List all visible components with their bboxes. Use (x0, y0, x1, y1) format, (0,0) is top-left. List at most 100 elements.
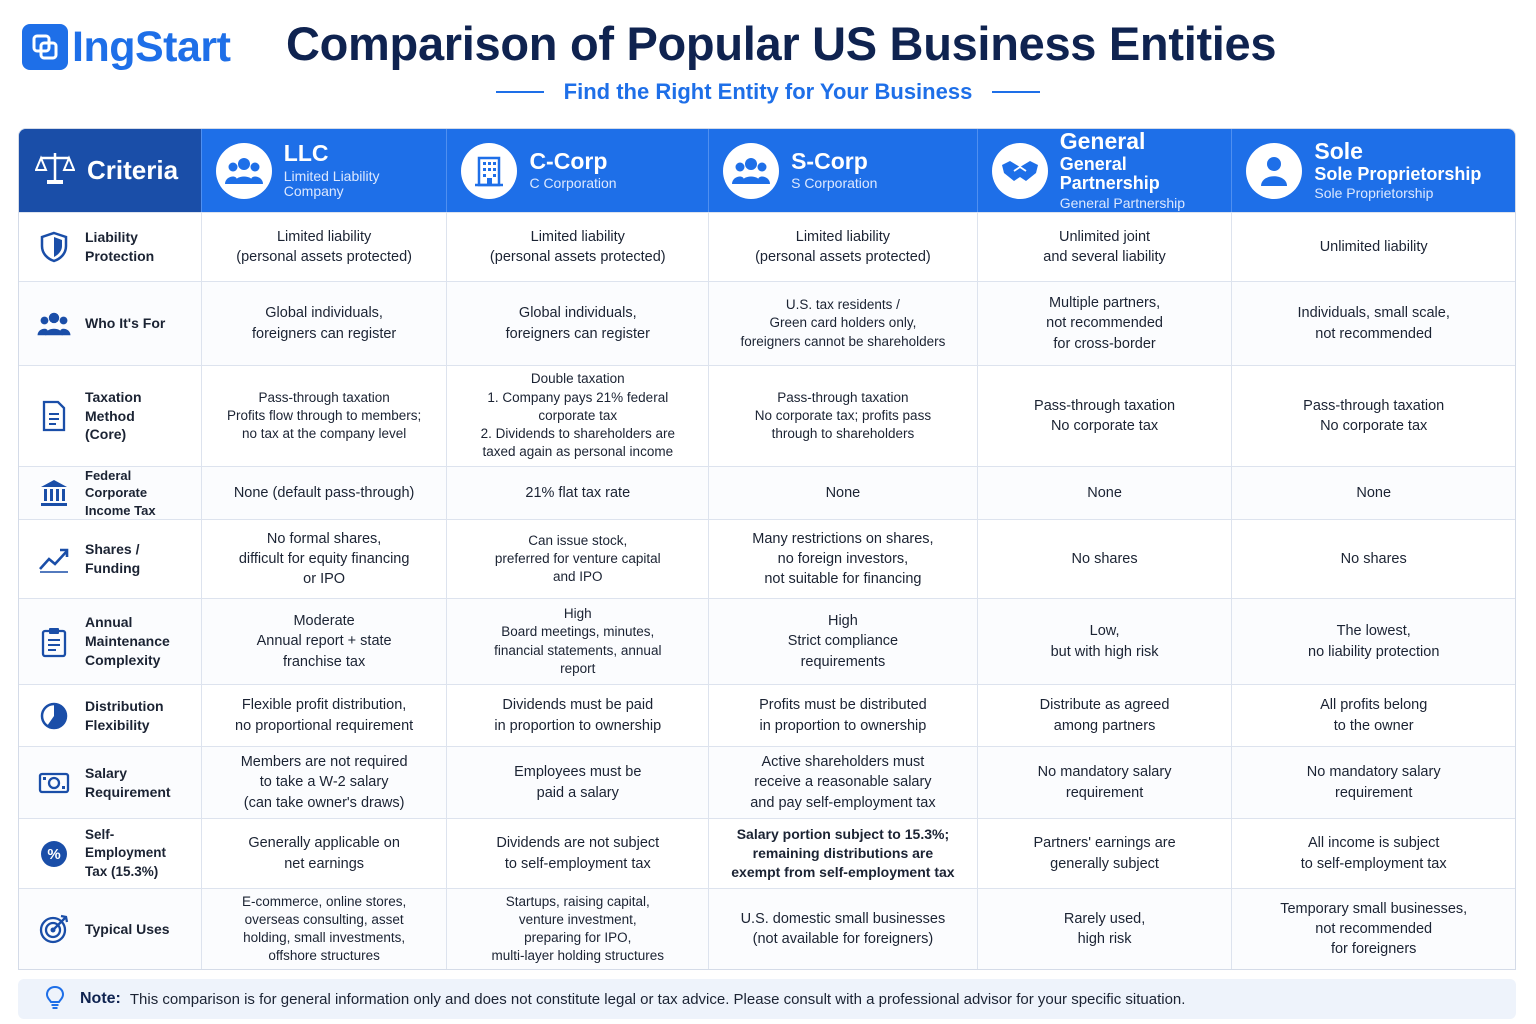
criterion-label: Salary Requirement (85, 764, 171, 800)
value-cell-s-corp: Profits must be distributed in proportio… (709, 685, 978, 746)
value-cell-c-corp: Employees must be paid a salary (447, 747, 710, 818)
comparison-table: Criteria LLC Limited Liability Company C… (18, 128, 1516, 970)
value-cell-c-corp: Startups, raising capital, venture inves… (447, 889, 710, 969)
table-row: Liability Protection Limited liability (… (19, 212, 1515, 281)
value-cell-c-corp: Dividends are not subject to self-employ… (447, 819, 710, 888)
value-cell-sole-proprietorship: None (1356, 484, 1392, 501)
brand-logo: IngStart (22, 22, 231, 72)
value-cell-s-corp: None (709, 467, 978, 519)
value-cell-llc: None (default pass-through) (202, 467, 448, 519)
value-cell-sole-proprietorship: No shares (1340, 550, 1407, 567)
value-cell-sole-proprietorship: All profits belong to the owner (1320, 697, 1428, 734)
entity-header-s-corp: S-Corp S Corporation (709, 129, 978, 212)
page-subtitle: Find the Right Entity for Your Business (563, 79, 973, 104)
criteria-header: Criteria (19, 129, 202, 212)
value-cell-sole-proprietorship: Pass-through taxation No corporate tax (1303, 397, 1445, 434)
handshake-icon (991, 142, 1048, 199)
entity-subtitle: S Corporation (791, 175, 878, 192)
value-cell-s-corp: Pass-through taxation No corporate tax; … (709, 366, 978, 466)
entity-name-secondary: Sole Proprietorship (1314, 163, 1482, 184)
value-cell-c-corp: Global individuals, foreigners can regis… (447, 282, 710, 365)
entity-header-c-corp: C-Corp C Corporation (447, 129, 710, 212)
logo-icon (22, 24, 68, 70)
criterion-cell: Shares / Funding (19, 520, 202, 598)
entity-header-llc: LLC Limited Liability Company (202, 129, 448, 212)
value-cell-llc: Generally applicable on net earnings (202, 819, 448, 888)
value-cell-general-partnership: Multiple partners, not recommended for c… (978, 282, 1233, 365)
table-row: Annual Maintenance Complexity Moderate A… (19, 598, 1515, 684)
value-cell-c-corp: 21% flat tax rate (447, 467, 710, 519)
note-text: This comparison is for general informati… (129, 990, 1186, 1008)
clipboard-icon (37, 625, 71, 659)
criterion-label: Federal Corporate Income Tax (85, 467, 156, 518)
value-cell-s-corp: Limited liability (personal assets prote… (709, 213, 978, 281)
trend-up-icon (37, 542, 71, 576)
entity-subtitle: General Partnership (1059, 195, 1186, 212)
target-icon (37, 912, 71, 946)
table-row: % Self-Employment Tax (15.3%) Generally … (19, 818, 1515, 888)
shield-icon (37, 230, 71, 264)
note-label: Note: (80, 990, 121, 1007)
value-cell-c-corp: Dividends must be paid in proportion to … (447, 685, 710, 746)
criterion-label: Liability Protection (85, 229, 155, 264)
value-cell-sole-proprietorship: Temporary small businesses, not recommen… (1280, 900, 1468, 958)
value-cell-general-partnership: Rarely used, high risk (978, 889, 1233, 969)
brand-name: IngStart (72, 22, 231, 71)
people-icon (37, 307, 71, 341)
value-cell-s-corp: Many restrictions on shares, no foreign … (709, 520, 978, 598)
value-cell-s-corp: Active shareholders must receive a reaso… (709, 747, 978, 818)
table-row: Who It's For Global individuals, foreign… (19, 281, 1515, 365)
entity-name: LLC (283, 140, 329, 167)
criterion-cell: Typical Uses (19, 889, 202, 969)
value-cell-sole-proprietorship: All income is subject to self-employment… (1300, 835, 1447, 872)
entity-subtitle: Limited Liability Company (283, 167, 380, 200)
disclaimer-note: Note: This comparison is for general inf… (18, 979, 1516, 1019)
person-icon (1246, 142, 1303, 199)
table-row: Salary Requirement Members are not requi… (19, 746, 1515, 818)
table-row: Federal Corporate Income Tax None (defau… (19, 466, 1515, 519)
value-cell-llc: Flexible profit distribution, no proport… (202, 685, 448, 746)
value-cell-s-corp: Salary portion subject to 15.3%; remaini… (709, 819, 978, 888)
criterion-label: Who It's For (85, 315, 166, 332)
value-cell-general-partnership: Partners' earnings are generally subject (978, 819, 1233, 888)
criterion-cell: Federal Corporate Income Tax (19, 467, 202, 519)
criterion-label: Self-Employment Tax (15.3%) (85, 827, 167, 879)
scales-icon (34, 150, 76, 191)
table-header: Criteria LLC Limited Liability Company C… (19, 129, 1515, 212)
table-row: Shares / Funding No formal shares, diffi… (19, 519, 1515, 598)
value-cell-s-corp: U.S. domestic small businesses (not avai… (709, 889, 978, 969)
value-cell-llc: No formal shares, difficult for equity f… (202, 520, 448, 598)
criterion-cell: Annual Maintenance Complexity (19, 599, 202, 684)
value-cell-llc: Members are not required to take a W-2 s… (202, 747, 448, 818)
pie-icon (37, 699, 71, 733)
percent-icon: % (37, 837, 71, 871)
criterion-cell: Liability Protection (19, 213, 202, 281)
value-cell-general-partnership: Low, but with high risk (978, 599, 1233, 684)
criterion-cell: % Self-Employment Tax (15.3%) (19, 819, 202, 888)
value-cell-llc: Moderate Annual report + state franchise… (202, 599, 448, 684)
entity-header-general-partnership: General General Partnership General Part… (978, 129, 1233, 212)
svg-text:%: % (47, 846, 60, 863)
lightbulb-icon (44, 984, 66, 1014)
value-cell-sole-proprietorship: Unlimited liability (1319, 238, 1428, 255)
value-cell-llc: Pass-through taxation Profits flow throu… (202, 366, 448, 466)
criterion-cell: Salary Requirement (19, 747, 202, 818)
entity-subtitle: Sole Proprietorship (1314, 185, 1434, 202)
value-cell-s-corp: High Strict compliance requirements (709, 599, 978, 684)
value-cell-c-corp: Double taxation 1. Company pays 21% fede… (447, 366, 710, 466)
entity-name: Sole (1314, 138, 1363, 165)
table-row: Typical Uses E-commerce, online stores, … (19, 888, 1515, 969)
value-cell-llc: Limited liability (personal assets prote… (202, 213, 448, 281)
entity-name-secondary: General Partnership (1059, 153, 1160, 194)
value-cell-c-corp: Can issue stock, preferred for venture c… (447, 520, 710, 598)
building-icon (461, 142, 518, 199)
value-cell-llc: Global individuals, foreigners can regis… (202, 282, 448, 365)
cash-icon (37, 766, 71, 800)
entity-name: S-Corp (791, 148, 868, 175)
value-cell-sole-proprietorship: Individuals, small scale, not recommende… (1297, 305, 1450, 342)
subtitle-divider-right (992, 91, 1041, 93)
value-cell-general-partnership: None (978, 467, 1233, 519)
criterion-label: Shares / Funding (85, 541, 141, 576)
value-cell-general-partnership: Pass-through taxation No corporate tax (978, 366, 1233, 466)
bank-icon (37, 476, 71, 510)
